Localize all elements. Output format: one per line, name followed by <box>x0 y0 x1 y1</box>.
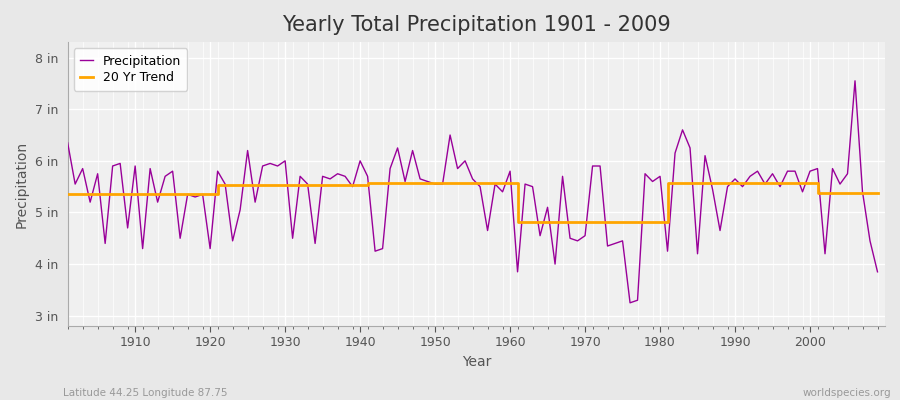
X-axis label: Year: Year <box>462 355 491 369</box>
Precipitation <box>625 300 635 305</box>
Precipitation <box>332 171 343 176</box>
Line: Precipitation: Precipitation <box>68 81 878 303</box>
Precipitation <box>497 190 508 194</box>
Precipitation <box>62 140 73 145</box>
Precipitation <box>872 270 883 274</box>
20 Yr Trend <box>62 192 73 196</box>
Title: Yearly Total Precipitation 1901 - 2009: Yearly Total Precipitation 1901 - 2009 <box>282 15 670 35</box>
20 Yr Trend <box>332 183 343 188</box>
20 Yr Trend <box>122 192 133 196</box>
Y-axis label: Precipitation: Precipitation <box>15 140 29 228</box>
Precipitation <box>505 169 516 174</box>
Text: Latitude 44.25 Longitude 87.75: Latitude 44.25 Longitude 87.75 <box>63 388 228 398</box>
Precipitation <box>122 226 133 230</box>
Precipitation <box>595 164 606 168</box>
Legend: Precipitation, 20 Yr Trend: Precipitation, 20 Yr Trend <box>74 48 187 91</box>
20 Yr Trend <box>609 220 620 224</box>
20 Yr Trend <box>287 183 298 188</box>
20 Yr Trend <box>505 181 516 186</box>
20 Yr Trend <box>872 190 883 195</box>
20 Yr Trend <box>512 220 523 224</box>
20 Yr Trend <box>362 181 373 186</box>
Line: 20 Yr Trend: 20 Yr Trend <box>68 183 878 222</box>
Precipitation <box>287 236 298 241</box>
Text: worldspecies.org: worldspecies.org <box>803 388 891 398</box>
Precipitation <box>850 78 860 83</box>
20 Yr Trend <box>519 220 530 224</box>
